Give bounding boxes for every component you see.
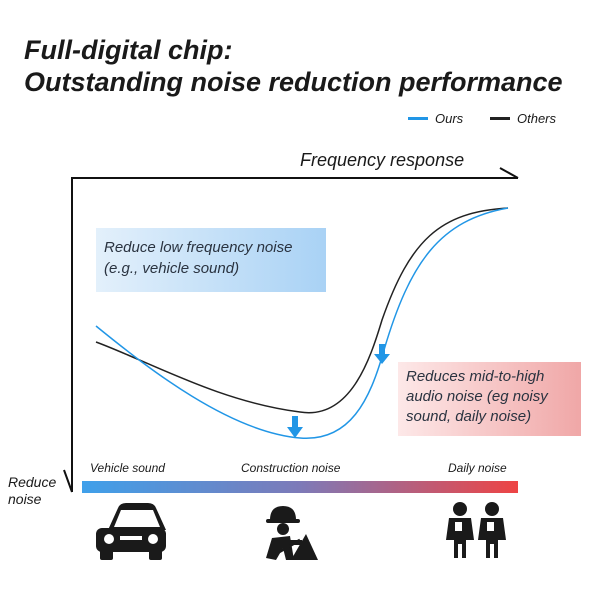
series-line-ours	[95, 207, 509, 439]
arrow-down-icon	[374, 344, 390, 364]
legend-label-ours: Ours	[435, 110, 464, 126]
annotation-low-frequency: Reduce low frequency noise (e.g., vehicl…	[96, 228, 326, 292]
legend-swatch-others	[490, 116, 510, 120]
axis-arrow-top	[499, 167, 519, 179]
legend-item-others: Others	[490, 108, 556, 128]
construction-worker-icon	[266, 506, 318, 560]
noise-spectrum-bar	[82, 481, 518, 493]
people-icon	[446, 502, 506, 558]
y-axis	[71, 177, 518, 492]
band-label-vehicle: Vehicle sound	[90, 461, 165, 475]
title-line-2: Outstanding noise reduction performance	[24, 67, 563, 97]
legend-item-ours: Ours	[408, 108, 463, 128]
series-line-others	[95, 207, 509, 414]
title-line-1: Full-digital chip:	[24, 35, 233, 65]
legend-swatch-ours	[408, 116, 428, 120]
annotation-mid-high: Reduces mid-to-high audio noise (eg nois…	[398, 362, 581, 436]
band-label-construction: Construction noise	[241, 461, 341, 475]
band-label-daily: Daily noise	[448, 461, 507, 475]
car-icon	[96, 503, 166, 560]
page-title: Full-digital chip: Outstanding noise red…	[24, 34, 563, 98]
frequency-response-label: Frequency response	[300, 150, 465, 170]
reduce-noise-label: Reduce noise	[8, 474, 57, 507]
axis-arrow-bottom	[63, 469, 73, 493]
legend-label-others: Others	[517, 110, 557, 126]
arrow-down-icon	[287, 416, 303, 438]
